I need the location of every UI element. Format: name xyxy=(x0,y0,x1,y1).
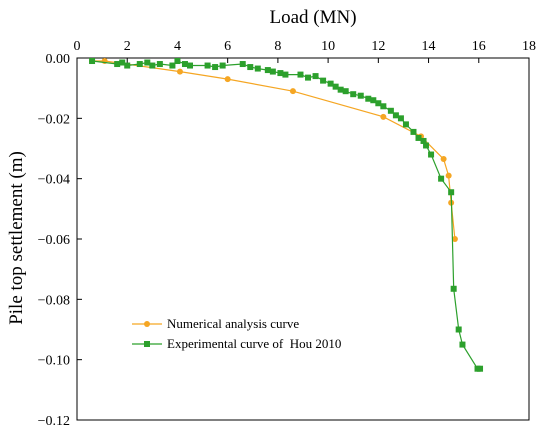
data-point xyxy=(477,365,484,372)
x-tick-label: 18 xyxy=(522,39,536,54)
data-point xyxy=(370,97,377,104)
y-tick-label: 0.00 xyxy=(46,52,71,67)
y-tick-label: −0.04 xyxy=(38,173,70,188)
x-tick-label: 12 xyxy=(371,39,385,54)
x-tick-label: 2 xyxy=(124,39,131,54)
y-tick-label: −0.12 xyxy=(38,414,70,429)
x-tick-label: 4 xyxy=(174,39,181,54)
data-point xyxy=(350,91,357,98)
data-point xyxy=(392,112,399,119)
data-point xyxy=(181,61,188,68)
data-point xyxy=(282,71,289,78)
y-tick-label: −0.10 xyxy=(38,354,70,369)
series-layer xyxy=(89,58,484,372)
data-point xyxy=(438,175,445,182)
data-point xyxy=(332,83,339,90)
data-point xyxy=(448,189,455,196)
legend-item-1: Numerical analysis curve xyxy=(132,316,299,331)
data-point xyxy=(264,67,271,74)
x-tick-label: 14 xyxy=(422,39,436,54)
data-point xyxy=(420,137,427,144)
x-tick-label: 6 xyxy=(224,39,231,54)
data-point xyxy=(410,128,417,135)
data-point xyxy=(365,95,372,102)
data-point xyxy=(219,62,226,69)
data-point xyxy=(277,70,284,77)
y-tick-label: −0.06 xyxy=(38,233,70,248)
legend-label: Numerical analysis curve xyxy=(167,316,299,331)
data-point xyxy=(387,107,394,114)
x-tick-label: 0 xyxy=(74,39,81,54)
data-point xyxy=(423,142,430,149)
data-point xyxy=(428,151,435,158)
data-point xyxy=(176,68,183,75)
data-point xyxy=(327,80,334,87)
legend-label: Experimental curve of Hou 2010 xyxy=(167,336,341,351)
plot-frame xyxy=(76,57,530,421)
data-point xyxy=(297,71,304,78)
data-point xyxy=(289,88,296,95)
legend-item-2: Experimental curve of Hou 2010 xyxy=(132,336,341,351)
series-2 xyxy=(89,58,484,372)
series-line xyxy=(92,60,456,240)
legend-marker xyxy=(144,321,150,327)
data-point xyxy=(149,62,156,69)
data-point xyxy=(269,68,276,75)
data-point xyxy=(402,121,409,128)
data-point xyxy=(247,64,254,71)
axes: 0 2 4 6 8 10 12 14 16 18 0.00 −0.02 −0.04 −0.06 −0.08 −… xyxy=(38,39,536,429)
data-point xyxy=(440,156,447,163)
data-point xyxy=(254,65,261,72)
data-point xyxy=(174,58,181,65)
x-tick-label: 8 xyxy=(274,39,281,54)
data-point xyxy=(114,61,121,68)
data-point xyxy=(415,134,422,141)
legend-marker xyxy=(144,341,150,347)
data-point xyxy=(451,236,458,242)
y-tick-label: −0.02 xyxy=(38,112,70,127)
data-point xyxy=(320,77,327,84)
data-point xyxy=(380,103,387,110)
data-point xyxy=(380,113,387,120)
y-tick-label: −0.08 xyxy=(38,293,70,308)
x-axis-title: Load (MN) xyxy=(269,7,356,28)
data-point xyxy=(455,326,462,333)
data-point xyxy=(204,62,211,69)
data-point xyxy=(375,100,382,107)
data-point xyxy=(144,59,151,66)
x-tick-label: 10 xyxy=(321,39,335,54)
data-point xyxy=(124,62,131,69)
data-point xyxy=(445,172,452,179)
data-point xyxy=(89,58,96,65)
data-point xyxy=(342,88,349,95)
data-point xyxy=(397,115,404,122)
data-point xyxy=(450,285,457,292)
series-1 xyxy=(89,58,458,242)
legend: Numerical analysis curve Experimental cur… xyxy=(132,316,341,351)
y-axis-title: Pile top settlement (m) xyxy=(6,151,27,325)
data-point xyxy=(187,62,193,69)
data-point xyxy=(119,59,126,66)
data-point xyxy=(459,341,466,348)
data-point xyxy=(136,61,143,68)
data-point xyxy=(239,61,246,68)
data-point xyxy=(337,86,344,93)
data-point xyxy=(305,74,312,81)
data-point xyxy=(169,62,176,69)
data-point xyxy=(212,64,219,71)
data-point xyxy=(357,92,364,99)
x-tick-label: 16 xyxy=(472,39,486,54)
data-point xyxy=(312,73,319,80)
data-point xyxy=(156,61,163,68)
data-point xyxy=(224,76,231,83)
